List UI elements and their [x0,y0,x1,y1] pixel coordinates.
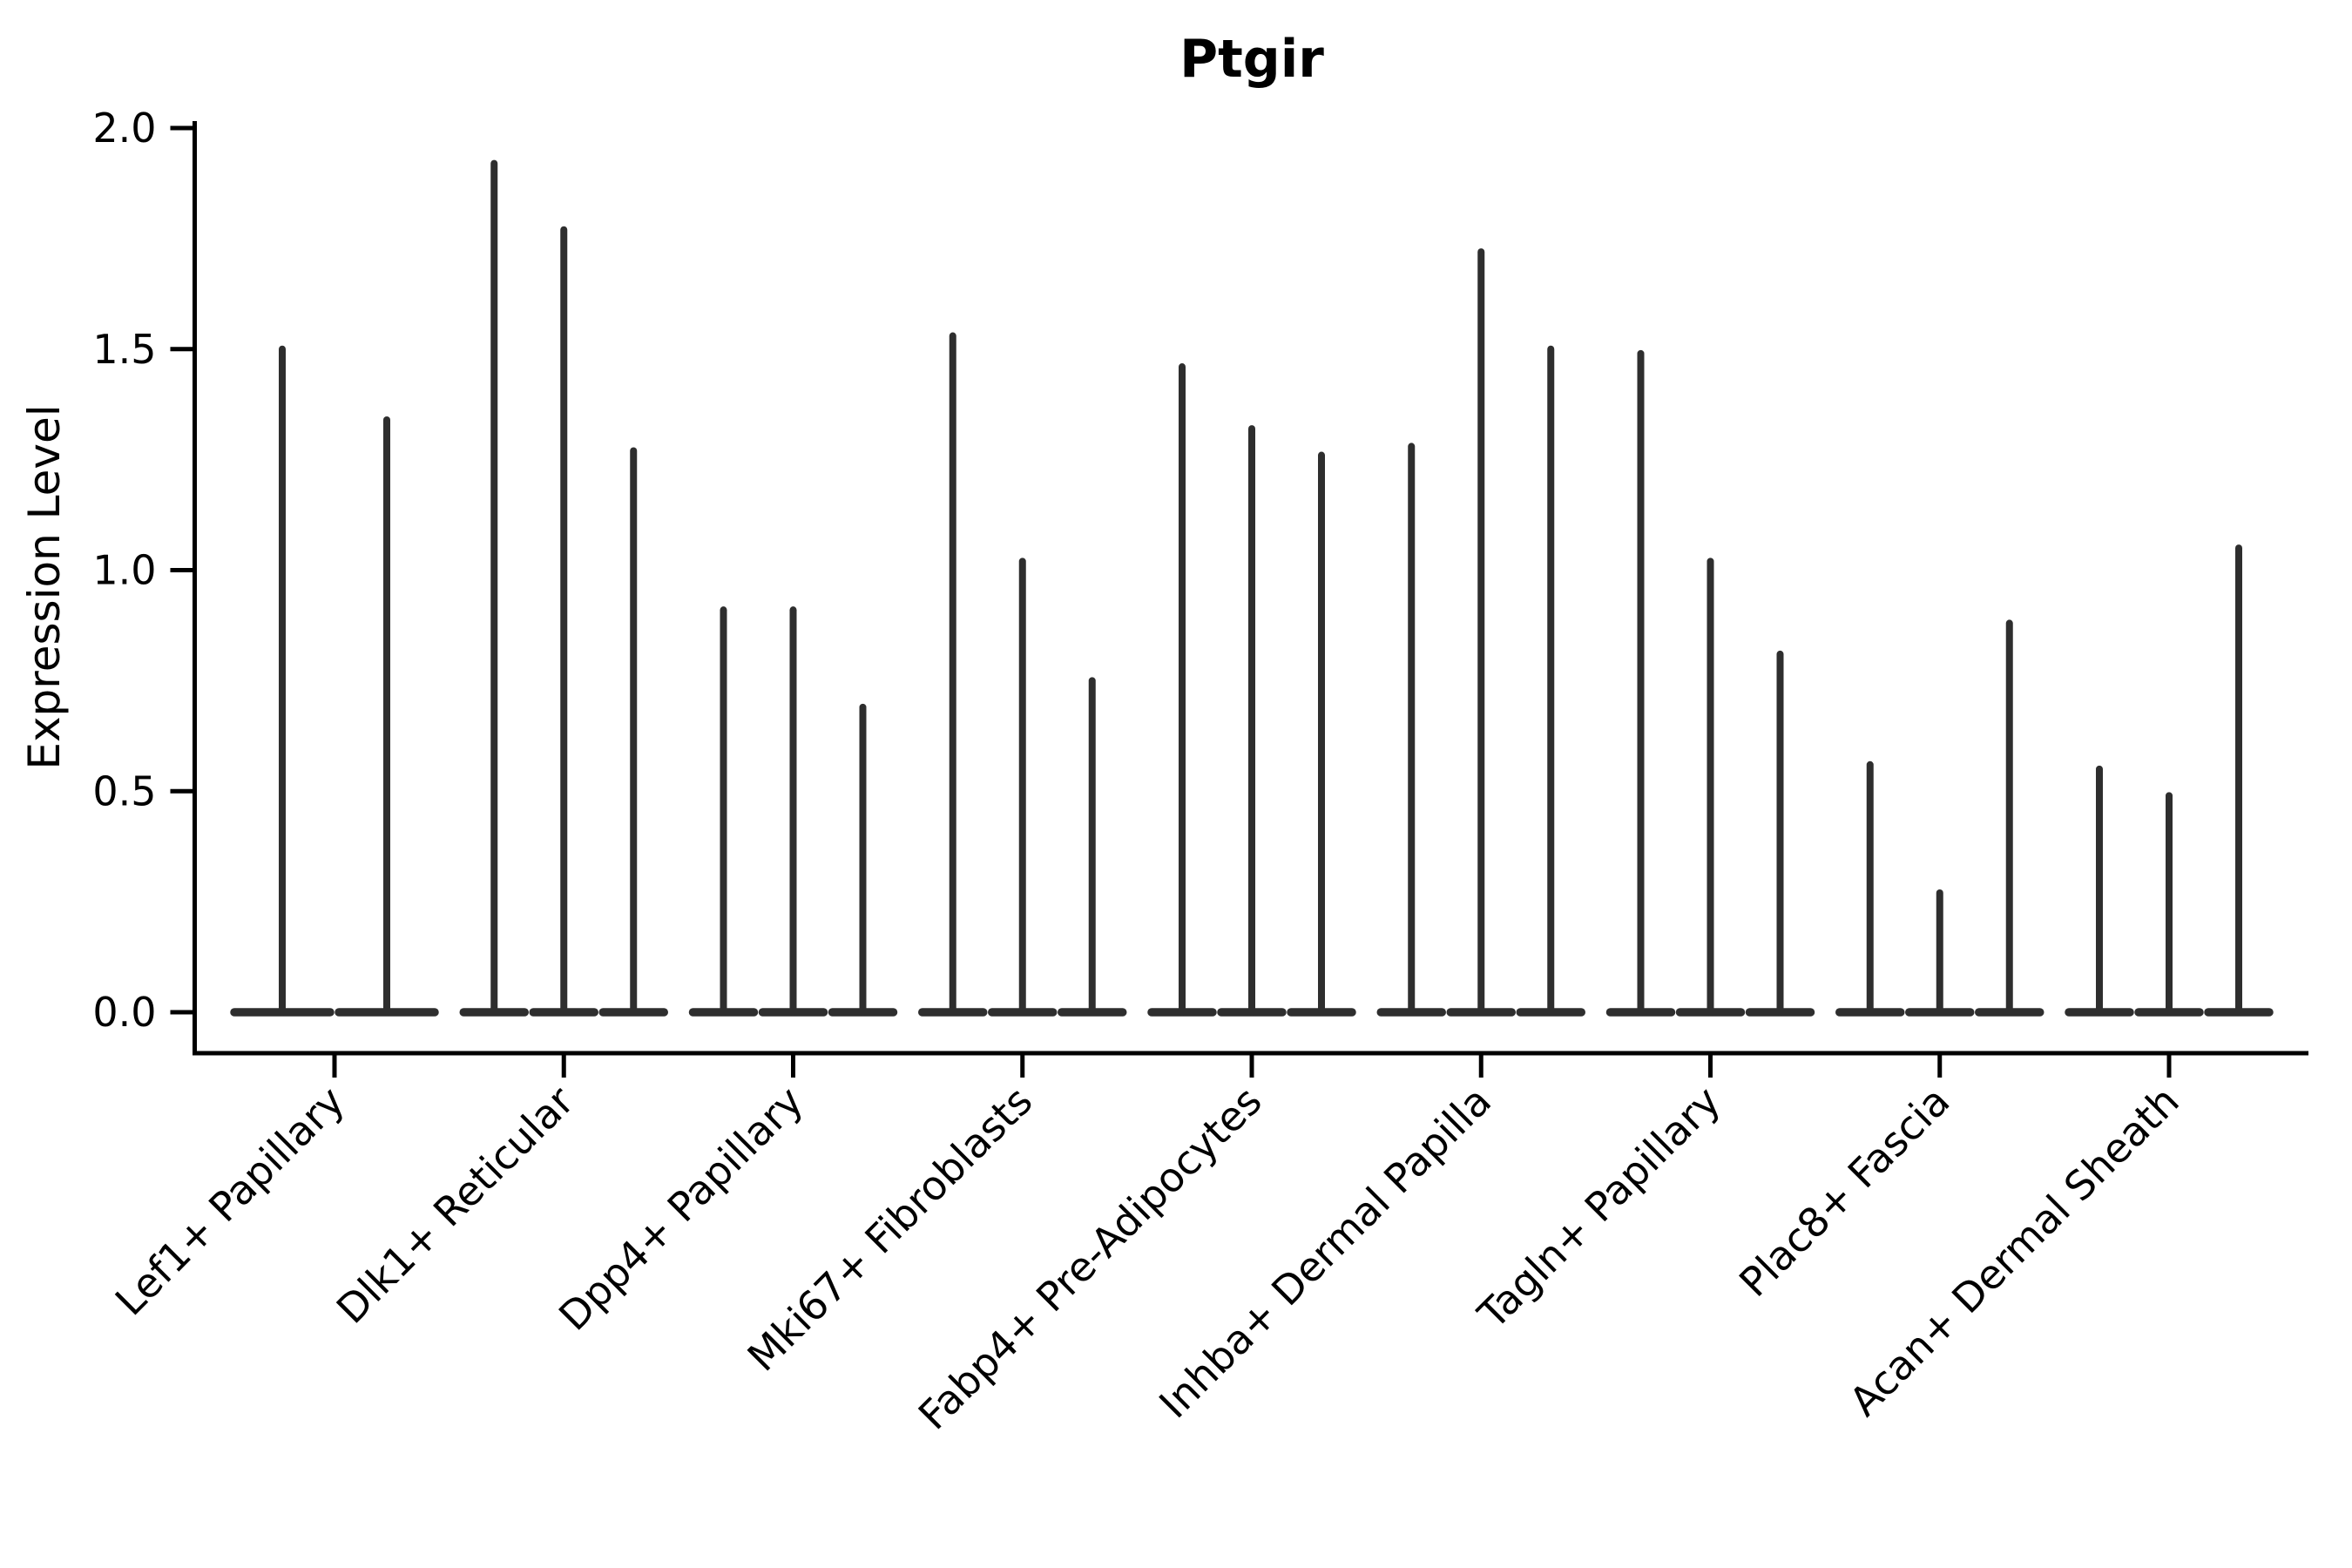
y-tick-label: 2.0 [92,105,156,152]
x-tick-label: Dlk1+ Reticular [328,1078,583,1333]
y-tick-label: 1.5 [92,326,156,373]
y-axis-label: Expression Level [19,404,70,769]
y-tick-label: 0.5 [92,767,156,814]
violins-layer [230,159,2274,1017]
x-tick-label: Plac8+ Fascia [1730,1078,1958,1306]
x-tick-label: Dpp4+ Papillary [550,1078,812,1340]
y-tick-label: 1.0 [92,547,156,594]
y-tick-label: 0.0 [92,989,156,1036]
chart-title: Ptgir [1179,29,1324,90]
x-tick-label: Lef1+ Papillary [106,1078,354,1325]
x-tick-label: Tagln+ Papillary [1469,1078,1730,1339]
